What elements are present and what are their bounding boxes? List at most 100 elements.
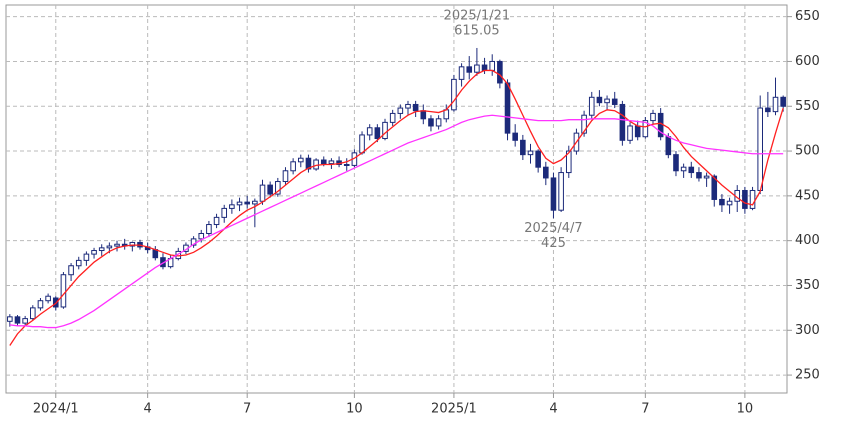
candle-body (305, 157, 312, 170)
candle-body (634, 125, 641, 138)
candle-body (259, 184, 266, 202)
candle-body (711, 175, 718, 200)
annotation-date: 2025/4/7 (524, 221, 582, 236)
candle-body (190, 238, 197, 246)
candle-body (765, 107, 771, 113)
y-tick-label: 300 (795, 323, 820, 338)
candle-body (83, 253, 90, 261)
candle-body (405, 103, 411, 109)
candle-body (619, 103, 626, 141)
candle-body (359, 134, 365, 154)
candle-body (558, 172, 564, 211)
y-tick-label: 450 (795, 188, 820, 203)
candle-body (206, 224, 212, 234)
candle-body (282, 170, 289, 183)
candle-body (742, 189, 748, 209)
candle-body (328, 160, 335, 165)
candle-body (236, 201, 243, 206)
candle-body (588, 96, 595, 116)
candle-body (772, 96, 779, 113)
candle-body (420, 110, 427, 120)
candle-body (267, 184, 273, 195)
x-tick-label: 10 (346, 402, 363, 417)
candle-body (435, 118, 442, 127)
candle-body (611, 98, 618, 105)
candle-body (60, 274, 67, 308)
candle-body (382, 121, 388, 140)
candle-body (22, 318, 28, 324)
candle-body (275, 181, 281, 195)
candle-body (673, 154, 679, 172)
plot-frame (5, 4, 788, 394)
candle-body (543, 166, 549, 179)
candle-body (489, 60, 496, 71)
candle-body (244, 201, 250, 205)
x-tick-label: 4 (144, 402, 152, 417)
candle-body (650, 112, 656, 122)
annotation-value: 425 (541, 236, 566, 251)
candle-body (726, 200, 733, 206)
y-tick-label: 500 (795, 144, 820, 159)
candle-body (780, 96, 786, 107)
y-tick-label: 400 (795, 233, 820, 248)
annotation-value: 615.05 (454, 23, 500, 38)
candle-body (252, 200, 258, 205)
candle-body (451, 78, 457, 111)
candle-body (106, 245, 113, 249)
y-tick-label: 250 (795, 368, 820, 383)
candle-body (604, 98, 610, 104)
candle-body (443, 109, 450, 120)
candle-body (68, 265, 74, 276)
candle-body (504, 82, 511, 134)
candle-body (313, 159, 319, 170)
candle-body (412, 103, 419, 112)
x-tick-label: 7 (243, 402, 251, 417)
candle-body (229, 204, 235, 209)
candle-body (474, 64, 480, 73)
candle-body (198, 232, 205, 240)
candle-body (550, 177, 557, 211)
candle-body (75, 259, 82, 267)
candle-body (719, 198, 725, 206)
candle-body (703, 175, 710, 179)
candle-body (374, 127, 381, 140)
candle-body (428, 118, 434, 127)
candle-body (213, 216, 220, 226)
candle-body (7, 316, 13, 322)
candle-body (527, 150, 534, 156)
candle-body (129, 241, 136, 247)
y-tick-label: 350 (795, 278, 820, 293)
candle-body (680, 166, 687, 172)
candle-body (14, 316, 21, 324)
x-tick-label: 2024/1 (33, 402, 79, 417)
annotation-date: 2025/1/21 (444, 8, 511, 23)
candle-body (366, 127, 373, 136)
x-tick-label: 10 (737, 402, 754, 417)
candle-body (535, 150, 541, 168)
candle-body (481, 64, 488, 71)
candle-body (749, 189, 756, 209)
candle-body (91, 250, 97, 255)
x-tick-label: 2025/1 (431, 402, 477, 417)
candle-body (458, 66, 465, 80)
candle-body (565, 150, 572, 174)
moving-average-line (9, 114, 784, 329)
candle-body (221, 207, 228, 218)
candle-body (30, 307, 36, 320)
candle-body (581, 114, 587, 134)
candle-body (37, 300, 44, 309)
candle-body (389, 112, 396, 123)
candle-body (466, 66, 473, 73)
candle-body (627, 125, 633, 141)
x-tick-label: 4 (549, 402, 557, 417)
candle-body (45, 295, 51, 302)
y-tick-label: 650 (795, 9, 820, 24)
candle-body (512, 132, 518, 141)
x-tick-label: 7 (641, 402, 649, 417)
candle-body (397, 107, 404, 114)
candle-body (497, 60, 503, 84)
candle-body (320, 159, 327, 165)
candle-body (114, 243, 120, 247)
candle-body (642, 120, 649, 138)
